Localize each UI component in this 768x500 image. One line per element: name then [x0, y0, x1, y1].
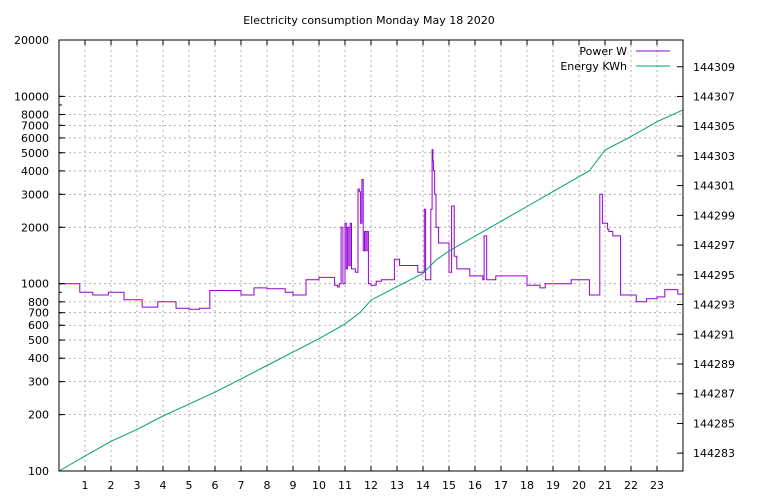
y-tick-label: 7000	[21, 119, 49, 132]
x-tick-label: 1	[82, 479, 89, 492]
y-tick-label: 700	[28, 307, 49, 320]
y2-tick-label: 144305	[693, 120, 735, 133]
y-tick-label: 1000	[21, 278, 49, 291]
x-tick-label: 21	[598, 479, 612, 492]
x-tick-label: 20	[572, 479, 586, 492]
legend-label-energy: Energy KWh	[560, 60, 627, 73]
y2-tick-label: 144307	[693, 90, 735, 103]
y-tick-label: 10000	[14, 90, 49, 103]
y-tick-label: 400	[28, 352, 49, 365]
grid	[59, 40, 683, 471]
x-tick-label: 10	[312, 479, 326, 492]
x-tick-label: 22	[624, 479, 638, 492]
y-tick-label: 200	[28, 409, 49, 422]
y2-tick-label: 144287	[693, 388, 735, 401]
y-tick-label: 100	[28, 465, 49, 478]
x-tick-label: 16	[468, 479, 482, 492]
x-tick-label: 4	[160, 479, 167, 492]
y2-tick-label: 144299	[693, 209, 735, 222]
energy-series-line	[58, 109, 684, 472]
x-tick-label: 6	[212, 479, 219, 492]
axis-ticks: 1 2 3 4 5 6 7 8 9 10 11 12 13 14 15 16 17 18 19 20 21 22 23100…	[14, 34, 735, 492]
y-tick-label: 20000	[14, 34, 49, 47]
x-tick-label: 12	[364, 479, 378, 492]
x-tick-label: 15	[442, 479, 456, 492]
x-tick-label: 3	[134, 479, 141, 492]
y2-tick-label: 144289	[693, 358, 735, 371]
y-tick-label: 600	[28, 319, 49, 332]
x-tick-label: 18	[520, 479, 534, 492]
x-tick-label: 23	[650, 479, 664, 492]
legend: Power W Energy KWh	[560, 45, 670, 73]
y2-tick-label: 144291	[693, 328, 735, 341]
x-tick-label: 2	[108, 479, 115, 492]
y-tick-label: 2000	[21, 221, 49, 234]
y-tick-label: 8000	[21, 109, 49, 122]
legend-label-power: Power W	[579, 45, 627, 58]
x-tick-label: 8	[264, 479, 271, 492]
y2-tick-label: 144295	[693, 269, 735, 282]
x-tick-label: 7	[238, 479, 245, 492]
y2-tick-label: 144285	[693, 417, 735, 430]
power-series-line	[59, 149, 684, 310]
y-tick-label: 6000	[21, 132, 49, 145]
x-tick-label: 19	[546, 479, 560, 492]
x-tick-label: 13	[390, 479, 404, 492]
y-tick-label: 300	[28, 376, 49, 389]
y-tick-label: 3000	[21, 188, 49, 201]
y2-tick-label: 144301	[693, 180, 735, 193]
y-tick-label: 4000	[21, 165, 49, 178]
y2-tick-label: 144283	[693, 447, 735, 460]
y-tick-label: 5000	[21, 147, 49, 160]
x-tick-label: 9	[290, 479, 297, 492]
series-lines	[58, 109, 684, 472]
y2-tick-label: 144297	[693, 239, 735, 252]
y2-tick-label: 144303	[693, 150, 735, 163]
y-tick-label: 800	[28, 296, 49, 309]
y2-tick-label: 144309	[693, 61, 735, 74]
y2-tick-label: 144293	[693, 299, 735, 312]
x-tick-label: 14	[416, 479, 430, 492]
chart-title: Electricity consumption Monday May 18 20…	[243, 14, 495, 27]
x-tick-label: 5	[186, 479, 193, 492]
x-tick-label: 17	[494, 479, 508, 492]
x-tick-label: 11	[338, 479, 352, 492]
y-tick-label: 500	[28, 334, 49, 347]
